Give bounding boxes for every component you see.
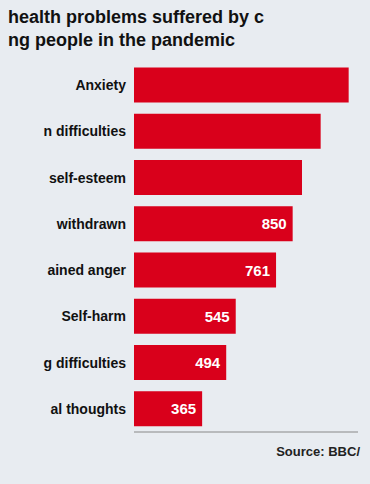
svg-text:g difficulties: g difficulties	[44, 355, 127, 371]
html-text:Source: BBC/: Source: BBC/	[276, 444, 360, 459]
svg-text:545: 545	[205, 308, 230, 325]
svg-text:withdrawn: withdrawn	[56, 216, 126, 232]
html-text:health problems suffered by c: health problems suffered by c	[8, 7, 265, 27]
svg-text:ained anger: ained anger	[47, 262, 126, 278]
svg-text:Self-harm: Self-harm	[61, 308, 126, 324]
svg-text:n difficulties: n difficulties	[44, 123, 127, 139]
svg-text:365: 365	[171, 400, 196, 417]
svg-text:850: 850	[262, 215, 287, 232]
html-text:ng people in the pandemic: ng people in the pandemic	[8, 30, 235, 50]
svg-text:Anxiety: Anxiety	[75, 77, 126, 93]
svg-text:761: 761	[245, 262, 270, 279]
svg-text:self-esteem: self-esteem	[49, 170, 126, 186]
svg-text:494: 494	[195, 354, 221, 371]
svg-text:al thoughts: al thoughts	[51, 401, 127, 417]
